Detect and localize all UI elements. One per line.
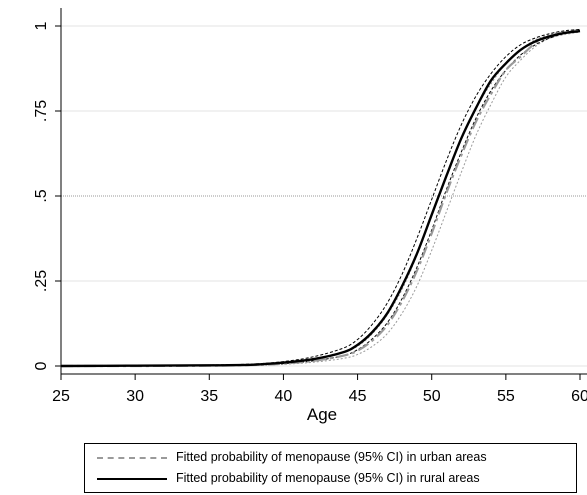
series-lines xyxy=(60,28,581,368)
legend-swatch-rural xyxy=(97,478,167,480)
legend-swatch-urban xyxy=(97,457,167,459)
series-line-1 xyxy=(61,31,581,367)
y-tick-label-0: 0 xyxy=(33,361,50,370)
x-tick-label-3: 40 xyxy=(275,388,293,405)
x-tick-label-0: 25 xyxy=(52,388,70,405)
axis-ticks: 0 .25 .5 .75 1 25 30 35 40 45 50 55 60 xyxy=(33,21,587,405)
series-line-0 xyxy=(60,30,581,368)
legend-item-urban: Fitted probability of menopause (95% CI)… xyxy=(85,448,576,468)
legend-label-rural: Fitted probability of menopause (95% CI)… xyxy=(176,471,480,485)
y-tick-label-1: .25 xyxy=(33,270,50,292)
axes xyxy=(60,8,587,375)
y-tick-label-4: 1 xyxy=(33,21,50,30)
x-axis-title: Age xyxy=(307,405,337,424)
x-tick-label-5: 50 xyxy=(423,388,441,405)
y-tick-label-3: .75 xyxy=(33,100,50,122)
series-line-2 xyxy=(60,28,581,367)
x-tick-label-1: 30 xyxy=(126,388,144,405)
x-tick-label-4: 45 xyxy=(349,388,367,405)
x-tick-label-2: 35 xyxy=(200,388,218,405)
series-line-3 xyxy=(60,29,581,368)
series-line-4 xyxy=(60,31,581,367)
gridlines xyxy=(61,25,587,367)
x-tick-label-7: 60 xyxy=(571,388,587,405)
legend: Fitted probability of menopause (95% CI)… xyxy=(84,443,577,493)
y-tick-label-2: .5 xyxy=(33,189,50,202)
legend-label-urban: Fitted probability of menopause (95% CI)… xyxy=(176,450,487,464)
menopause-probability-chart: 0 .25 .5 .75 1 25 30 35 40 45 50 55 60 Age xyxy=(33,8,587,424)
legend-item-rural: Fitted probability of menopause (95% CI)… xyxy=(85,469,576,489)
x-tick-label-6: 55 xyxy=(497,388,515,405)
series-line-5 xyxy=(60,28,581,367)
